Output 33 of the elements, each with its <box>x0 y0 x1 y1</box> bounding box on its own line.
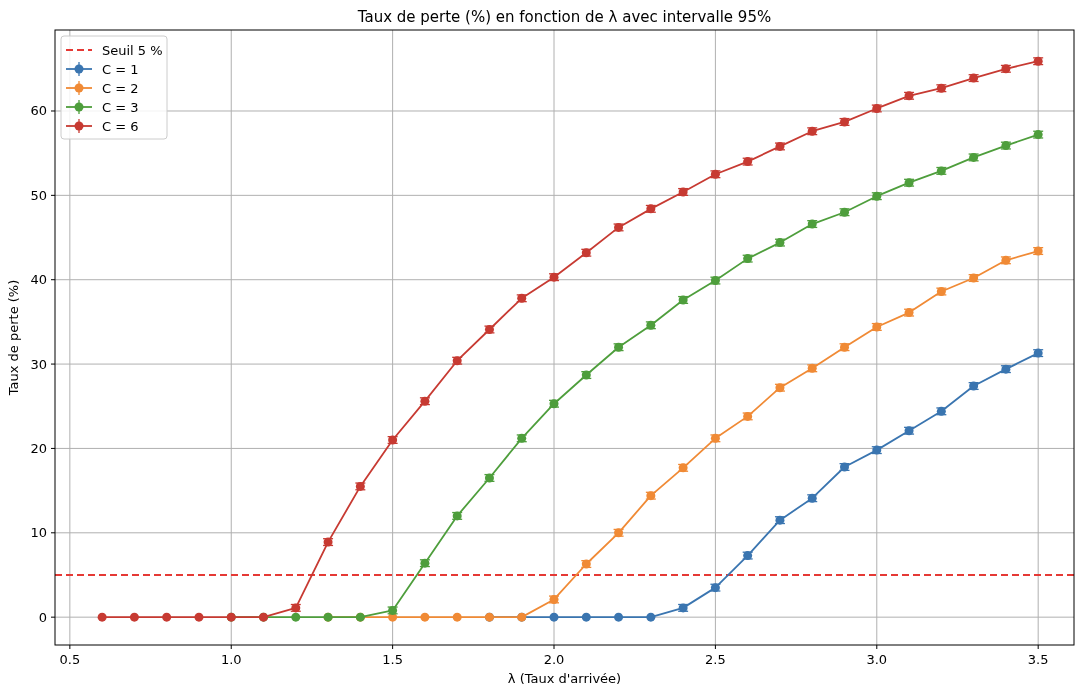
x-tick-label: 0.5 <box>59 652 81 667</box>
point <box>97 612 107 622</box>
y-tick-label: 60 <box>30 103 47 119</box>
y-axis-title: Taux de perte (%) <box>6 279 21 397</box>
legend-label: C = 2 <box>102 80 139 96</box>
point <box>614 612 624 622</box>
point <box>646 612 656 622</box>
chart-title: Taux de perte (%) en fonction de λ avec intervalle 95% <box>356 8 772 26</box>
point <box>452 612 462 622</box>
point <box>291 612 301 622</box>
point <box>549 612 559 622</box>
x-tick-label: 2.5 <box>705 652 726 667</box>
y-tick-label: 50 <box>30 187 47 203</box>
point <box>162 612 172 622</box>
y-tick-label: 40 <box>30 272 47 288</box>
x-tick-label: 1.0 <box>220 652 242 667</box>
x-axis-title: λ (Taux d'arrivée) <box>507 671 622 686</box>
y-tick-label: 20 <box>30 440 47 456</box>
legend-label: C = 1 <box>102 61 139 77</box>
legend-label: Seuil 5 % <box>102 42 163 58</box>
x-tick-label: 3.0 <box>866 652 888 667</box>
x-tick-label: 1.5 <box>382 652 403 667</box>
point <box>129 612 139 622</box>
legend-label: C = 3 <box>102 99 139 115</box>
legend-label: C = 6 <box>102 118 139 134</box>
point <box>420 612 430 622</box>
y-tick-label: 30 <box>30 356 47 372</box>
x-tick-label: 2.0 <box>543 652 565 667</box>
point <box>581 612 591 622</box>
y-tick-label: 0 <box>38 609 47 625</box>
point <box>194 612 204 622</box>
x-tick-label: 3.5 <box>1027 652 1049 667</box>
y-tick-label: 10 <box>30 525 47 541</box>
